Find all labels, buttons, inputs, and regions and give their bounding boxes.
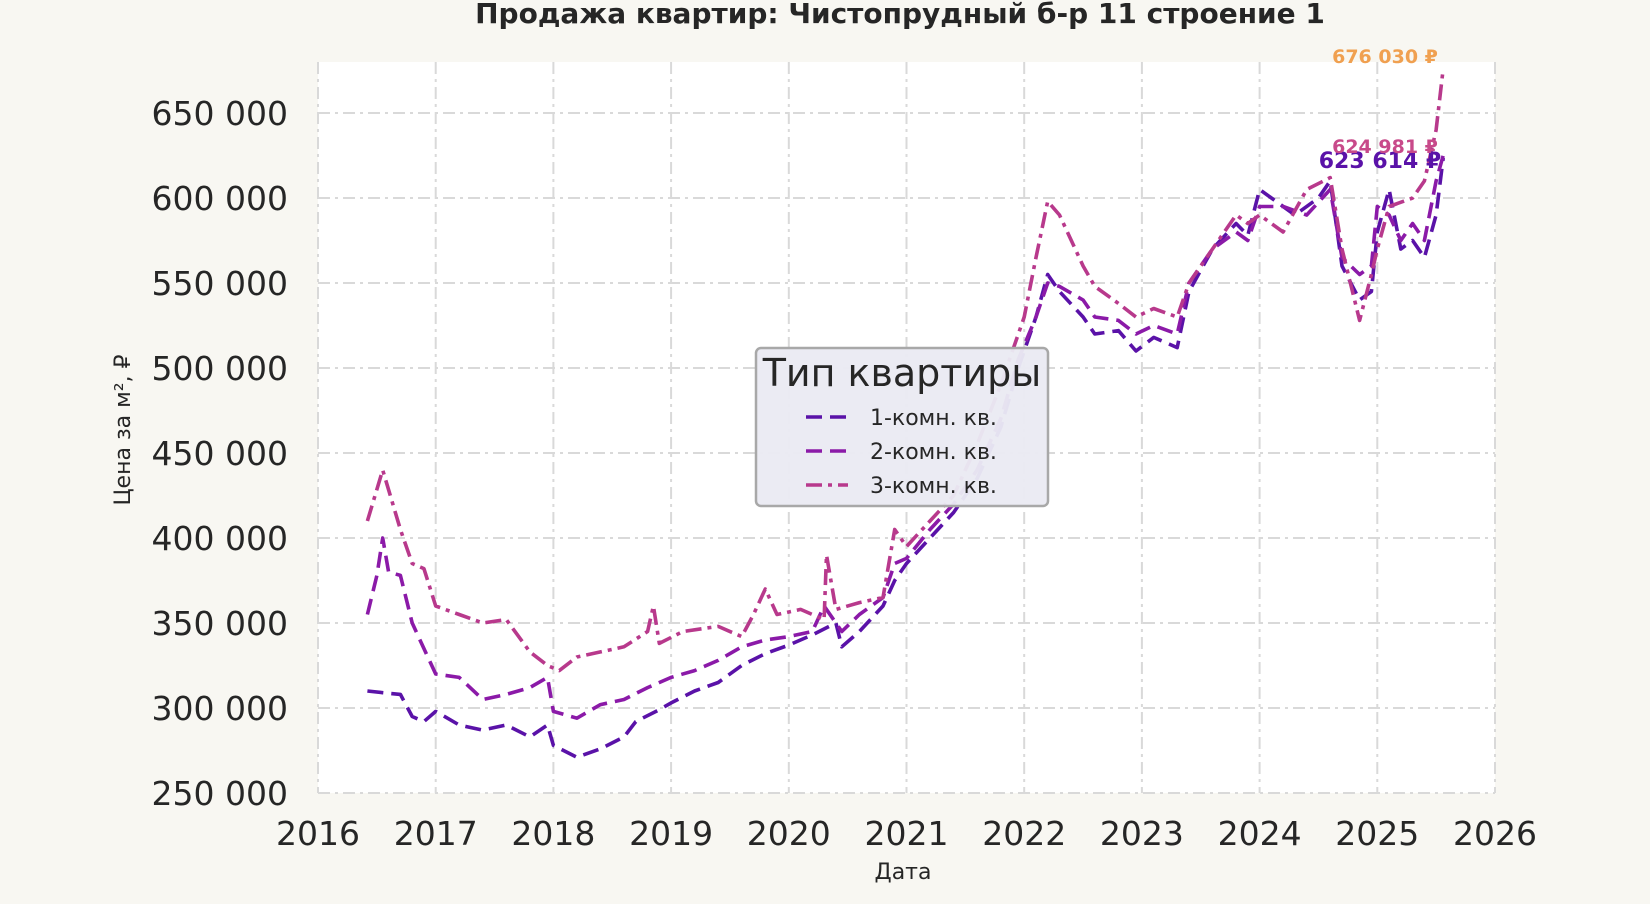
series-layer bbox=[365, 68, 1445, 760]
legend-frame bbox=[754, 346, 1050, 508]
x-tick-label: 2023 bbox=[1100, 814, 1184, 853]
chart-title: Продажа квартир: Чистопрудный б-р 11 стр… bbox=[475, 0, 1325, 30]
legend-entry-label: 2-комн. кв. bbox=[870, 440, 997, 465]
x-tick-label: 2018 bbox=[511, 814, 595, 853]
series-end-label: 624 981 ₽ bbox=[1332, 136, 1438, 158]
x-tick-label: 2017 bbox=[394, 814, 478, 853]
y-tick-label: 650 000 bbox=[152, 94, 288, 133]
series-line bbox=[365, 68, 1445, 673]
series-line bbox=[367, 157, 1445, 760]
x-tick-label: 2020 bbox=[747, 814, 831, 853]
y-tick-label: 450 000 bbox=[152, 434, 288, 473]
y-tick-label: 500 000 bbox=[152, 349, 288, 388]
grid-layer bbox=[317, 62, 1496, 794]
tick-layer: 2016 2017 2018 2019 2020 2021 2022 2023 2024 2025… bbox=[152, 94, 1537, 853]
legend: Тип квартиры 1-комн. кв. 2-комн. кв. 3-ком… bbox=[754, 346, 1050, 508]
series-end-label: 676 030 ₽ bbox=[1332, 46, 1438, 68]
y-tick-label: 350 000 bbox=[152, 604, 288, 643]
x-tick-label: 2025 bbox=[1335, 814, 1419, 853]
x-tick-label: 2021 bbox=[865, 814, 949, 853]
x-axis-label: Дата bbox=[875, 860, 932, 885]
x-tick-label: 2026 bbox=[1453, 814, 1537, 853]
legend-entries: 1-комн. кв. 2-комн. кв. 3-комн. кв. bbox=[806, 406, 997, 499]
x-tick-label: 2024 bbox=[1218, 814, 1302, 853]
end-label-layer: 623 614 ₽624 981 ₽ 676 030 ₽ bbox=[1319, 46, 1441, 174]
y-tick-label: 550 000 bbox=[152, 264, 288, 303]
x-tick-label: 2022 bbox=[982, 814, 1066, 853]
y-axis-label: Цена за м², ₽ bbox=[111, 354, 136, 505]
y-tick-label: 300 000 bbox=[152, 689, 288, 728]
legend-entry-label: 1-комн. кв. bbox=[870, 406, 997, 431]
x-tick-label: 2016 bbox=[276, 814, 360, 853]
legend-entry-label: 3-комн. кв. bbox=[870, 474, 997, 499]
y-tick-label: 400 000 bbox=[152, 519, 288, 558]
series-end-label: 623 614 ₽ bbox=[1319, 149, 1441, 174]
y-tick-label: 600 000 bbox=[152, 179, 288, 218]
legend-title: Тип квартиры bbox=[762, 351, 1042, 395]
y-tick-label: 250 000 bbox=[152, 774, 288, 813]
series-line bbox=[365, 155, 1445, 720]
x-tick-label: 2019 bbox=[629, 814, 713, 853]
